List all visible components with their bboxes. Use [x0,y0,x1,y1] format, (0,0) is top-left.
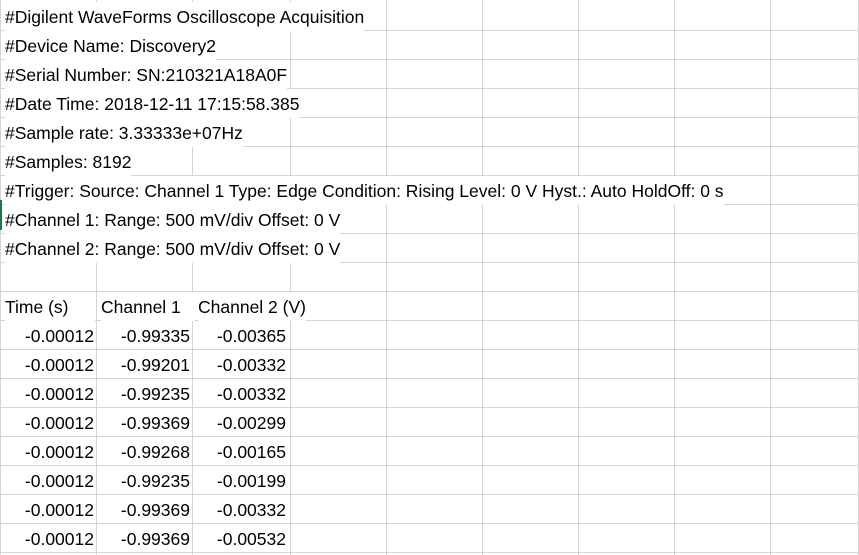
cell-channel-1[interactable]: -0.99369 [120,529,190,549]
gridline-vertical [770,0,771,555]
gridline-vertical [386,0,387,555]
gridline-horizontal [0,320,859,321]
cell-channel-1[interactable]: -0.99369 [120,500,190,520]
header-line[interactable]: #Samples: 8192 [5,147,132,176]
gridline-horizontal [0,175,859,176]
cell-channel-2[interactable]: -0.00332 [216,355,286,375]
gridline-horizontal [0,30,859,31]
sheet-row-empty[interactable] [0,263,859,292]
header-line[interactable]: #Channel 1: Range: 500 mV/div Offset: 0 … [5,205,341,234]
cell-time[interactable]: -0.00012 [24,500,94,520]
table-row[interactable]: -0.00012 -0.99335 -0.00365 [0,321,859,350]
column-header-channel-2[interactable]: Channel 2 (V) [198,292,306,321]
gridline-horizontal [0,233,859,234]
cell-time[interactable]: -0.00012 [24,413,94,433]
column-header-time[interactable]: Time (s) [5,292,95,321]
column-header-channel-1[interactable]: Channel 1 [101,292,195,321]
cell-channel-1[interactable]: -0.99201 [120,355,190,375]
cell-channel-1[interactable]: -0.99235 [120,471,190,491]
gridline-horizontal [0,59,859,60]
header-line[interactable]: #Date Time: 2018-12-11 17:15:58.385 [5,89,300,118]
gridline-horizontal [0,436,859,437]
cell-channel-1[interactable]: -0.99335 [120,326,190,346]
table-header-row[interactable]: Time (s) Channel 1 Channel 2 (V) [0,292,859,321]
sheet-row[interactable]: #Channel 1: Range: 500 mV/div Offset: 0 … [0,205,859,234]
cell-time[interactable]: -0.00012 [24,355,94,375]
table-row[interactable]: -0.00012 -0.99235 -0.00332 [0,379,859,408]
gridline-vertical [578,0,579,555]
gridline-horizontal [0,262,859,263]
header-line[interactable]: #Device Name: Discovery2 [5,31,217,60]
cell-channel-2[interactable]: -0.00365 [216,326,286,346]
cell-channel-2[interactable]: -0.00332 [216,500,286,520]
header-line[interactable]: #Sample rate: 3.33333e+07Hz [5,118,243,147]
gridline-horizontal [0,117,859,118]
gridline-vertical [192,0,193,555]
cell-time[interactable]: -0.00012 [24,471,94,491]
cell-channel-2[interactable]: -0.00165 [216,442,286,462]
table-row[interactable]: -0.00012 -0.99235 -0.00199 [0,466,859,495]
sheet-row[interactable]: #Trigger: Source: Channel 1 Type: Edge C… [0,176,859,205]
header-line[interactable]: #Channel 2: Range: 500 mV/div Offset: 0 … [5,234,341,263]
active-cell-indicator [0,200,2,230]
header-line[interactable]: #Digilent WaveForms Oscilloscope Acquisi… [5,2,365,31]
table-row[interactable]: -0.00012 -0.99369 -0.00332 [0,495,859,524]
gridline-horizontal [0,349,859,350]
cell-time[interactable]: -0.00012 [24,529,94,549]
cell-channel-1[interactable]: -0.99268 [120,442,190,462]
table-row[interactable]: -0.00012 -0.99369 -0.00532 [0,524,859,553]
cell-channel-2[interactable]: -0.00299 [216,413,286,433]
cell-channel-2[interactable]: -0.00532 [216,529,286,549]
gridline-horizontal [0,523,859,524]
cell-time[interactable]: -0.00012 [24,442,94,462]
gridline-horizontal [0,407,859,408]
cell-channel-1[interactable]: -0.99235 [120,384,190,404]
sheet-row[interactable]: #Device Name: Discovery2 [0,31,859,60]
sheet-row[interactable]: #Digilent WaveForms Oscilloscope Acquisi… [0,2,859,31]
cell-channel-2[interactable]: -0.00199 [216,471,286,491]
cell-time[interactable]: -0.00012 [24,326,94,346]
gridline-horizontal [0,494,859,495]
sheet-row[interactable]: #Channel 2: Range: 500 mV/div Offset: 0 … [0,234,859,263]
gridline-horizontal [0,88,859,89]
header-line[interactable]: #Serial Number: SN:210321A18A0F [5,60,288,89]
table-row[interactable]: -0.00012 -0.99268 -0.00165 [0,437,859,466]
gridline-vertical [96,0,97,555]
sheet-row[interactable]: #Serial Number: SN:210321A18A0F [0,60,859,89]
gridline-horizontal [0,465,859,466]
sheet-row[interactable]: #Date Time: 2018-12-11 17:15:58.385 [0,89,859,118]
gridline-horizontal [0,291,859,292]
table-row[interactable]: -0.00012 -0.99369 -0.00299 [0,408,859,437]
gridline-horizontal [0,378,859,379]
cell-channel-1[interactable]: -0.99369 [120,413,190,433]
gridline-vertical [290,0,291,555]
gridline-vertical [674,0,675,555]
gridline-vertical [482,0,483,555]
grid-left-border [0,0,1,555]
table-row[interactable]: -0.00012 -0.99201 -0.00332 [0,350,859,379]
gridline-horizontal [0,146,859,147]
sheet-row[interactable]: #Samples: 8192 [0,147,859,176]
cell-channel-2[interactable]: -0.00332 [216,384,286,404]
gridline-horizontal [0,552,859,553]
sheet-row[interactable]: #Sample rate: 3.33333e+07Hz [0,118,859,147]
header-line[interactable]: #Trigger: Source: Channel 1 Type: Edge C… [5,176,724,205]
cell-time[interactable]: -0.00012 [24,384,94,404]
